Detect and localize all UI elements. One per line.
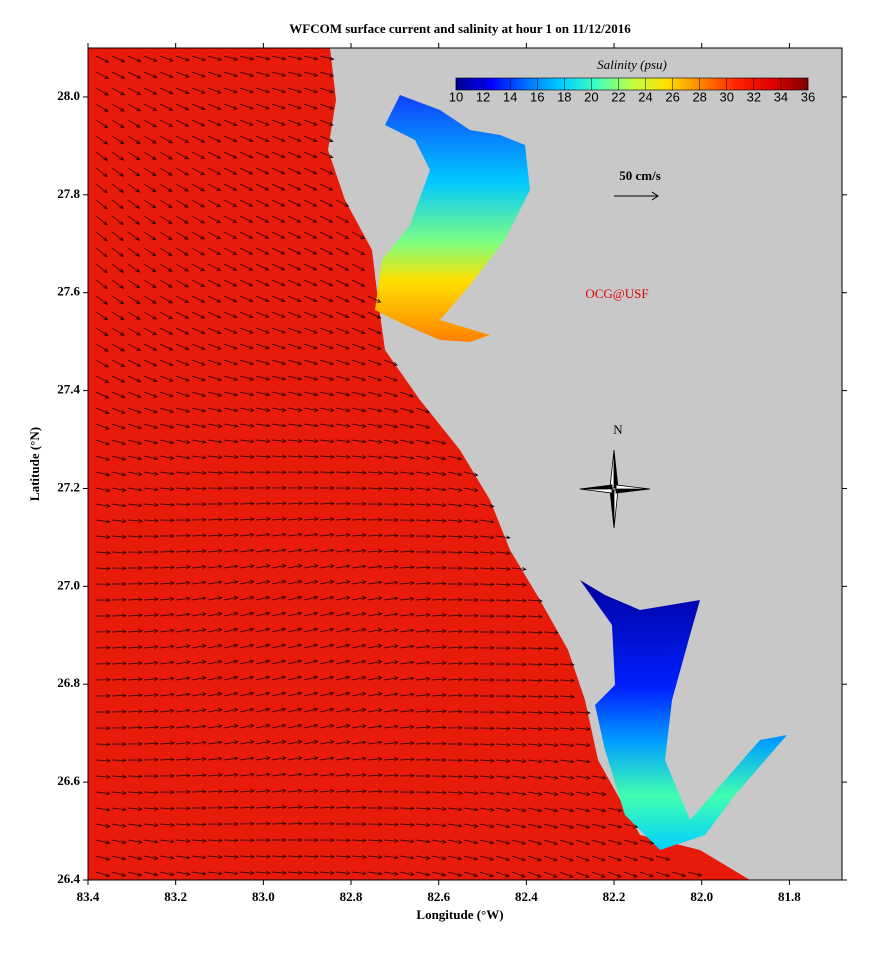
y-tick-label: 27.4 [57,382,80,397]
vector-field [95,55,703,878]
x-tick-label: 83.2 [164,889,187,904]
colorbar-tick-label: 12 [476,89,490,104]
x-tick-label: 82.2 [603,889,626,904]
colorbar-tick-label: 10 [449,89,463,104]
y-tick-label: 26.6 [57,773,80,788]
y-tick-label: 27.6 [57,284,80,299]
x-tick-label: 83.4 [77,889,100,904]
colorbar-label: Salinity (psu) [597,57,667,72]
axes: 83.4 83.2 83.0 82.8 82.6 82.4 82.2 82.0 81.8 26.4… [57,43,847,904]
colorbar-scale [455,77,809,91]
credit: OCG@USF [585,286,648,301]
chart-title: WFCOM surface current and salinity at ho… [289,21,631,36]
tampa-bay [375,95,530,342]
colorbar-tick-label: 14 [503,89,517,104]
x-tick-label: 83.0 [252,889,275,904]
scale-label: 50 cm/s [619,168,661,183]
charlotte-harbor [580,580,787,850]
colorbar-tick-label: 18 [557,89,571,104]
current-vectors [95,55,703,878]
plot-frame [87,47,843,881]
y-tick-label: 28.0 [57,88,80,103]
y-tick-label: 27.0 [57,577,80,592]
x-tick-label: 82.0 [690,889,713,904]
x-axis-label: Longitude (°W) [416,907,503,922]
colorbar-tick-label: 30 [720,89,734,104]
colorbar-tick-label: 34 [774,89,788,104]
x-tick-label: 81.8 [778,889,801,904]
y-axis-label: Latitude (°N) [27,427,42,501]
x-tick-label: 82.6 [427,889,450,904]
compass-rose [579,449,651,529]
colorbar-tick-label: 16 [530,89,544,104]
x-tick-label: 82.8 [340,889,363,904]
map-area [88,48,842,880]
colorbar-tick-label: 22 [611,89,625,104]
colorbar-tick-label: 28 [692,89,706,104]
y-tick-label: 27.8 [57,186,80,201]
scale-arrow [614,191,659,201]
colorbar-tick-label: 20 [584,89,598,104]
y-tick-label: 26.8 [57,675,80,690]
colorbar-tick-label: 32 [747,89,761,104]
x-tick-label: 82.4 [515,889,538,904]
colorbar: Salinity (psu) 10 12 14 16 18 20 22 24 26 28 30 32 3… [449,57,815,104]
colorbar-tick-label: 24 [638,89,652,104]
y-tick-label: 27.2 [57,479,80,494]
colorbar-tick-label: 26 [665,89,679,104]
north-label: N [613,422,623,437]
colorbar-tick-label: 36 [801,89,815,104]
y-tick-label: 26.4 [57,871,80,886]
